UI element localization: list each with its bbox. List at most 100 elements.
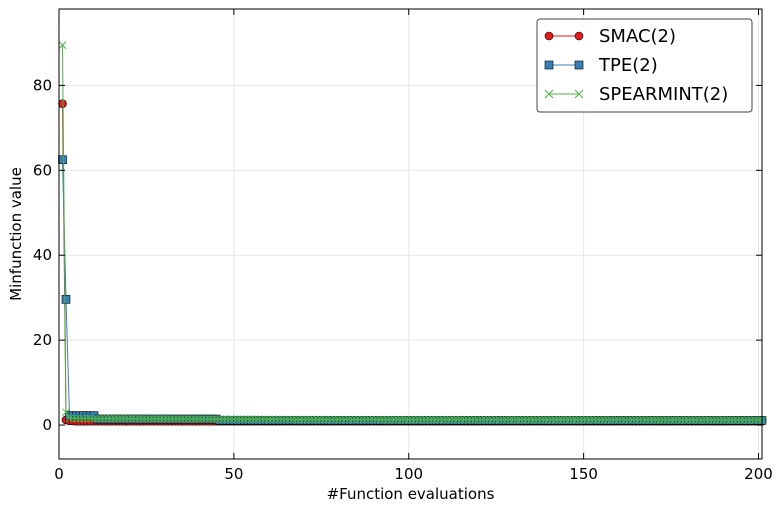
data-point — [684, 416, 693, 424]
data-point — [660, 415, 668, 424]
data-point — [574, 31, 584, 41]
x-tick-label: 200 — [744, 465, 773, 483]
data-point — [299, 415, 308, 424]
data-point — [495, 415, 504, 424]
data-point — [499, 415, 508, 424]
data-point — [485, 415, 494, 424]
data-point — [310, 415, 319, 424]
series-spearmint-2- — [58, 41, 766, 424]
data-point — [681, 416, 689, 424]
data-point — [527, 415, 536, 424]
data-point — [453, 415, 462, 424]
data-point — [376, 415, 385, 424]
series-tpe-2- — [58, 155, 767, 425]
series-smac-2- — [58, 99, 767, 426]
legend-label: SMAC(2) — [599, 26, 676, 47]
data-point — [719, 416, 728, 424]
data-point — [709, 416, 717, 424]
data-point — [600, 415, 609, 424]
data-point — [359, 415, 368, 424]
data-point — [418, 415, 427, 424]
data-point — [730, 416, 738, 424]
legend-item: TPE(2) — [544, 55, 658, 76]
data-point — [355, 415, 364, 424]
data-point — [555, 415, 563, 424]
series-layer — [58, 41, 767, 426]
data-point — [415, 415, 424, 424]
data-point — [352, 415, 361, 424]
data-point — [474, 415, 483, 424]
data-point — [516, 415, 525, 424]
data-point — [289, 415, 298, 424]
data-point — [240, 415, 249, 424]
data-point — [478, 415, 487, 424]
plot-frame — [58, 8, 763, 460]
data-point — [83, 414, 91, 423]
data-point — [509, 415, 518, 424]
data-point — [268, 415, 277, 424]
data-point — [551, 415, 560, 424]
data-point — [362, 415, 371, 424]
data-point — [160, 415, 168, 423]
data-point — [167, 415, 175, 423]
data-point — [579, 415, 588, 424]
data-point — [590, 415, 598, 424]
data-point — [492, 415, 501, 424]
y-axis-label: Minfunction value — [7, 167, 25, 301]
data-point — [62, 408, 70, 417]
data-point — [327, 415, 336, 424]
data-point — [170, 415, 179, 423]
data-point — [61, 295, 71, 304]
data-point — [380, 415, 389, 424]
data-point — [574, 60, 584, 70]
data-point — [387, 415, 396, 424]
data-point — [460, 415, 469, 424]
data-point — [303, 415, 312, 424]
data-point — [583, 415, 591, 424]
data-point — [188, 415, 196, 423]
data-point — [261, 415, 270, 424]
data-point — [317, 415, 326, 424]
data-point — [292, 415, 301, 424]
data-point — [397, 415, 406, 424]
data-point — [436, 415, 445, 424]
data-point — [275, 415, 284, 424]
data-point — [674, 416, 682, 424]
data-point — [411, 415, 420, 424]
data-point — [97, 414, 105, 423]
data-point — [639, 415, 647, 424]
data-point — [244, 415, 252, 424]
data-point — [366, 415, 375, 424]
data-point — [93, 414, 102, 423]
data-point — [649, 415, 658, 424]
data-point — [541, 415, 550, 424]
data-point — [223, 415, 231, 423]
data-point — [237, 415, 245, 424]
data-point — [457, 415, 466, 424]
data-point — [464, 415, 473, 424]
data-point — [191, 415, 200, 423]
data-point — [331, 415, 340, 424]
data-point — [663, 416, 672, 424]
data-point — [125, 414, 133, 423]
data-point — [230, 415, 238, 424]
data-point — [216, 415, 224, 423]
y-tick-label: 20 — [33, 331, 52, 349]
data-point — [345, 415, 354, 424]
data-point — [698, 416, 707, 424]
data-point — [156, 415, 165, 423]
data-point — [408, 415, 417, 424]
legend-item: SMAC(2) — [544, 26, 676, 47]
data-point — [135, 414, 144, 423]
data-point — [72, 414, 81, 423]
data-point — [646, 415, 654, 424]
data-point — [394, 415, 403, 424]
data-point — [530, 415, 539, 424]
data-point — [548, 415, 557, 424]
data-point — [348, 415, 357, 424]
data-point — [705, 416, 714, 424]
data-point — [632, 415, 640, 424]
x-tick-label: 150 — [569, 465, 598, 483]
y-tick-label: 80 — [33, 76, 52, 94]
data-point — [65, 414, 74, 423]
